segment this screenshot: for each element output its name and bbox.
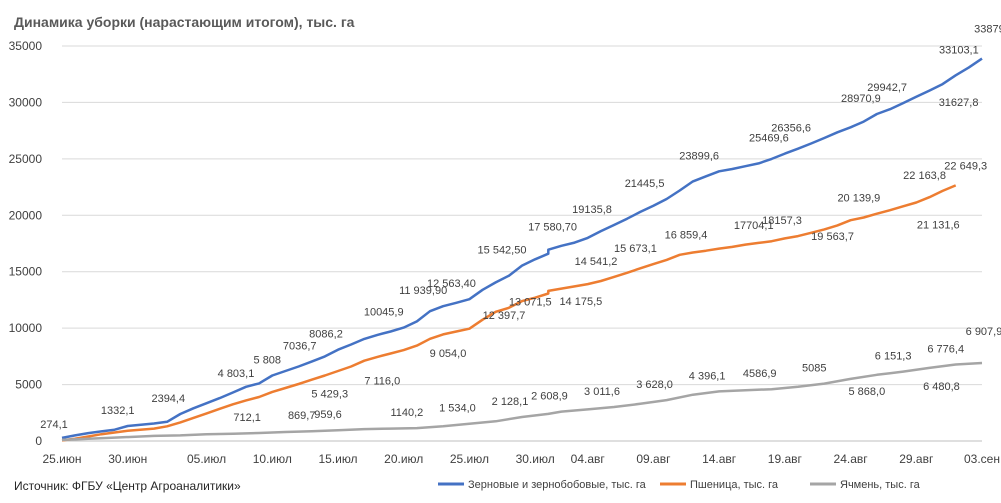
x-tick-label: 14.авг (702, 452, 737, 466)
data-label: 1332,1 (101, 405, 135, 417)
y-tick-label: 5000 (15, 378, 42, 392)
data-label: 2 608,9 (531, 391, 568, 403)
data-label: 10045,9 (364, 307, 404, 319)
y-tick-label: 15000 (9, 265, 43, 279)
data-label: 6 776,4 (927, 344, 964, 356)
x-tick-label: 30.июн (108, 452, 147, 466)
y-tick-label: 35000 (9, 39, 43, 53)
data-label: 33879,3 (974, 24, 1001, 36)
data-label: 8086,2 (309, 329, 343, 341)
data-label: 5 429,3 (311, 389, 348, 401)
x-tick-label: 25.июл (450, 452, 489, 466)
data-label: 20 139,9 (837, 193, 880, 205)
data-label: 26356,6 (771, 123, 811, 135)
data-label: 6 480,8 (923, 381, 960, 393)
data-label: 3 628,0 (636, 379, 673, 391)
x-axis-ticks: 25.июн 30.июн 05.июл 10.июл 15.июл 20.июл 25.и… (42, 452, 1000, 466)
series-line-2 (61, 361, 983, 442)
x-tick-label: 15.июл (318, 452, 357, 466)
data-label: 29942,7 (867, 82, 907, 94)
x-tick-label: 30.июл (516, 452, 555, 466)
data-label: 11 939,90 (399, 285, 447, 297)
data-label: 25469,6 (749, 133, 789, 145)
y-tick-label: 20000 (9, 208, 43, 222)
data-label: 5085 (802, 363, 826, 375)
data-label: 4 396,1 (689, 370, 726, 382)
x-tick-label: 29.авг (899, 452, 934, 466)
data-label: 33103,1 (939, 44, 979, 56)
data-label: 869,7 (288, 410, 316, 422)
x-tick-label: 10.июл (253, 452, 292, 466)
data-label: 15 542,50 (478, 245, 527, 257)
series-lines (61, 57, 983, 442)
data-label: 4 803,1 (218, 368, 255, 380)
data-label: 13 071,5 (509, 296, 552, 308)
data-label: 15 673,1 (614, 243, 657, 255)
data-label: 17 580,70 (528, 222, 577, 234)
gridlines (62, 45, 982, 442)
x-tick-label: 20.июл (384, 452, 423, 466)
x-tick-label: 04.авг (571, 452, 606, 466)
data-label: 22 163,8 (903, 170, 946, 182)
x-tick-label: 05.июл (187, 452, 226, 466)
data-label: 28970,9 (841, 93, 881, 105)
data-label: 14 175,5 (559, 296, 602, 308)
source-note: Источник: ФГБУ «Центр Агроаналитики» (14, 479, 241, 493)
data-label: 2394,4 (151, 393, 185, 405)
data-label: 7036,7 (283, 341, 317, 353)
data-label: 12 397,7 (483, 310, 526, 322)
legend-label: Пшеница, тыс. га (690, 479, 779, 491)
data-label: 1 534,0 (439, 403, 476, 415)
data-label: 1140,2 (390, 407, 423, 419)
data-label: 6 151,3 (875, 351, 912, 363)
x-tick-label: 25.июн (42, 452, 81, 466)
y-tick-label: 0 (35, 434, 42, 448)
data-label: 19 563,7 (811, 231, 854, 243)
y-tick-label: 10000 (9, 321, 43, 335)
legend-label: Ячмень, тыс. га (840, 479, 921, 491)
chart-title: Динамика уборки (нарастающим итогом), ты… (14, 14, 355, 30)
data-label: 16 859,4 (665, 230, 708, 242)
data-label: 7 116,0 (364, 376, 400, 388)
data-label: 22 649,3 (944, 160, 987, 172)
legend-label: Зерновые и зернобобовые, тыс. га (468, 479, 647, 491)
data-label: 12 563,40 (427, 278, 476, 290)
data-label: 9 054,0 (430, 348, 467, 360)
data-label: 6 907,9 (966, 326, 1001, 338)
data-label: 14 541,2 (575, 256, 618, 268)
y-axis-ticks: 0 5000 10000 15000 20000 25000 30000 35000 (9, 39, 43, 448)
series-line-1 (61, 184, 957, 442)
data-label: 31627,8 (939, 97, 979, 109)
data-label: 5 868,0 (849, 386, 886, 398)
x-tick-label: 24.авг (834, 452, 869, 466)
data-label: 959,6 (314, 409, 342, 421)
data-label: 21445,5 (625, 178, 665, 190)
data-label: 5 808 (254, 354, 282, 366)
data-label: 19135,8 (572, 204, 612, 216)
data-labels: 274,1 1332,1 2394,4 4 803,1 5 8087036,78086,… (40, 24, 1001, 431)
y-tick-label: 30000 (9, 95, 43, 109)
data-label: 21 131,6 (917, 220, 960, 232)
x-tick-label: 19.авг (768, 452, 803, 466)
data-label: 17704,1 (734, 220, 774, 232)
data-label: 712,1 (233, 412, 261, 424)
data-label: 274,1 (40, 419, 68, 431)
y-tick-label: 25000 (9, 152, 43, 166)
x-tick-label: 03.сен (964, 452, 1000, 466)
data-label: 23899,6 (679, 150, 719, 162)
legend: Зерновые и зернобобовые, тыс. га Пшеница,… (438, 479, 921, 491)
data-label: 3 011,6 (584, 386, 620, 398)
data-label: 2 128,1 (492, 396, 529, 408)
data-label: 4586,9 (743, 368, 777, 380)
x-tick-label: 09.авг (636, 452, 671, 466)
series-line-0 (61, 57, 983, 440)
data-label: 18157,3 (762, 215, 802, 227)
